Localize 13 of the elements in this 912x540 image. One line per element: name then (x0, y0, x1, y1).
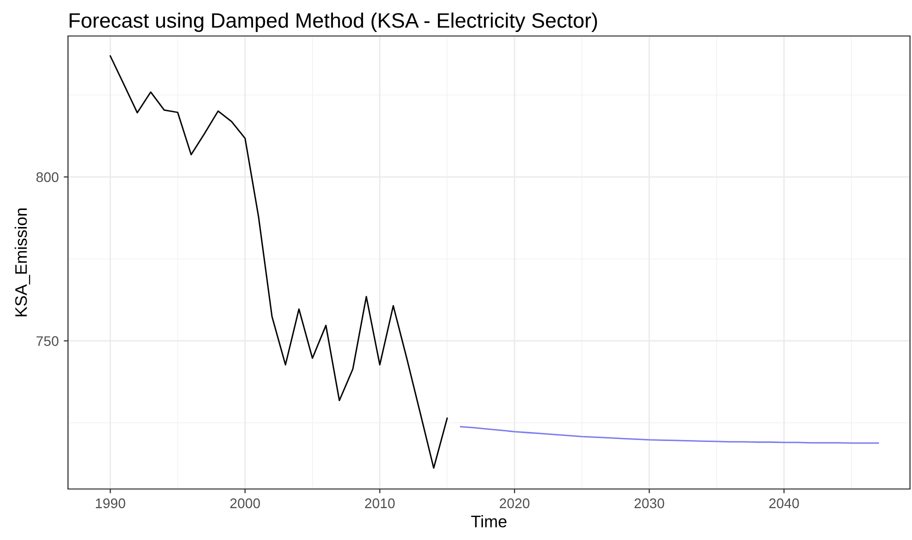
y-axis-title: KSA_Emission (14, 208, 30, 316)
y-tick-label: 800 (36, 172, 58, 182)
x-tick-label: 2030 (634, 498, 664, 508)
x-tick-label: 1990 (96, 498, 126, 508)
x-tick-label: 2020 (500, 498, 530, 508)
x-tick-label: 2010 (365, 498, 395, 508)
x-axis-title: Time (471, 515, 506, 528)
chart-title: Forecast using Damped Method (KSA - Electricity Sector) (70, 12, 598, 32)
x-tick-label: 2040 (769, 498, 799, 508)
y-tick-label: 750 (36, 336, 58, 346)
line-series (110, 55, 448, 469)
line-series (460, 426, 880, 444)
x-tick-label: 2000 (230, 498, 260, 508)
